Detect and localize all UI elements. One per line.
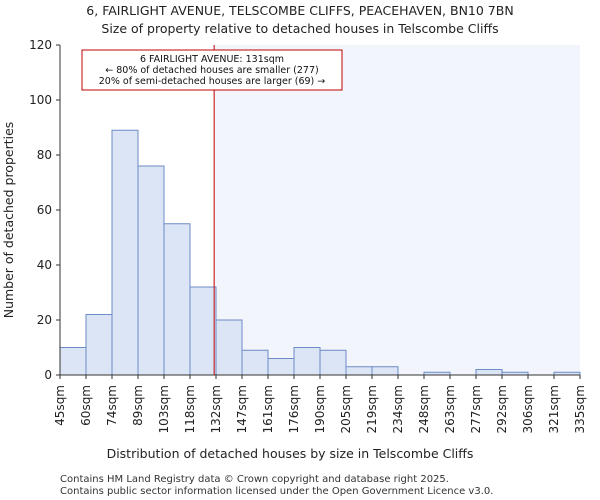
annotation-box: 6 FAIRLIGHT AVENUE: 131sqm ← 80% of deta… [81,49,343,91]
x-tick-label-234sqm: 234sqm [391,385,405,433]
bar-89sqm [137,165,165,376]
y-tick-label-40: 40 [37,258,52,272]
bar-45sqm [59,347,87,376]
bar-147sqm [241,349,269,376]
x-tick-label-205sqm: 205sqm [339,385,353,433]
x-tick-label-306sqm: 306sqm [521,385,535,433]
x-tick-label-89sqm: 89sqm [131,385,145,426]
y-axis-label: Number of detached properties [1,122,16,319]
x-tick-label-190sqm: 190sqm [313,385,327,433]
x-tick-label-147sqm: 147sqm [235,385,249,433]
chart-title-line1: 6, FAIRLIGHT AVENUE, TELSCOMBE CLIFFS, P… [86,3,513,18]
y-tick-label-60: 60 [37,203,52,217]
bar-132sqm [215,319,243,376]
highlight-region [214,45,580,375]
x-tick-label-132sqm: 132sqm [209,385,223,433]
chart-title-line2: Size of property relative to detached ho… [101,21,498,36]
footer-line2: Contains public sector information licen… [60,486,493,497]
bar-277sqm [475,369,503,376]
bar-60sqm [85,314,113,376]
x-tick-label-161sqm: 161sqm [261,385,275,433]
footer-line1: Contains HM Land Registry data © Crown c… [60,474,449,485]
x-tick-label-45sqm: 45sqm [53,385,67,426]
x-tick-label-103sqm: 103sqm [157,385,171,433]
y-tick-label-0: 0 [44,368,52,382]
bar-161sqm [267,358,295,376]
bar-176sqm [293,347,321,376]
x-axis-label: Distribution of detached houses by size … [107,446,474,461]
x-tick-label-176sqm: 176sqm [287,385,301,433]
y-tick-label-80: 80 [37,148,52,162]
y-tick-label-120: 120 [29,38,52,52]
x-tick-label-219sqm: 219sqm [365,385,379,433]
x-tick-label-335sqm: 335sqm [573,385,587,433]
y-tick-label-20: 20 [37,313,52,327]
x-tick-label-74sqm: 74sqm [105,385,119,426]
bar-74sqm [111,129,139,376]
x-tick-label-292sqm: 292sqm [495,385,509,433]
bar-103sqm [163,223,191,376]
annotation-line1: 6 FAIRLIGHT AVENUE: 131sqm [140,54,284,65]
x-tick-label-118sqm: 118sqm [183,385,197,433]
annotation-line3: 20% of semi-detached houses are larger (… [99,76,326,87]
bar-205sqm [345,366,373,376]
annotation-line2: ← 80% of detached houses are smaller (27… [105,65,318,76]
y-tick-label-100: 100 [29,93,52,107]
x-tick-label-248sqm: 248sqm [417,385,431,433]
y-axis: 0 20 40 60 80 100 120 [29,38,61,382]
bar-219sqm [371,366,399,376]
x-axis: 45sqm 60sqm 74sqm 89sqm 103sqm 118sqm 132sqm 14… [53,374,587,433]
x-tick-label-263sqm: 263sqm [443,385,457,433]
bar-190sqm [319,349,347,376]
bar-118sqm [189,286,217,376]
annotation-frame [81,49,343,91]
x-tick-label-60sqm: 60sqm [79,385,93,426]
bars-group [59,129,581,376]
x-tick-label-321sqm: 321sqm [547,385,561,433]
x-tick-label-277sqm: 277sqm [469,385,483,433]
